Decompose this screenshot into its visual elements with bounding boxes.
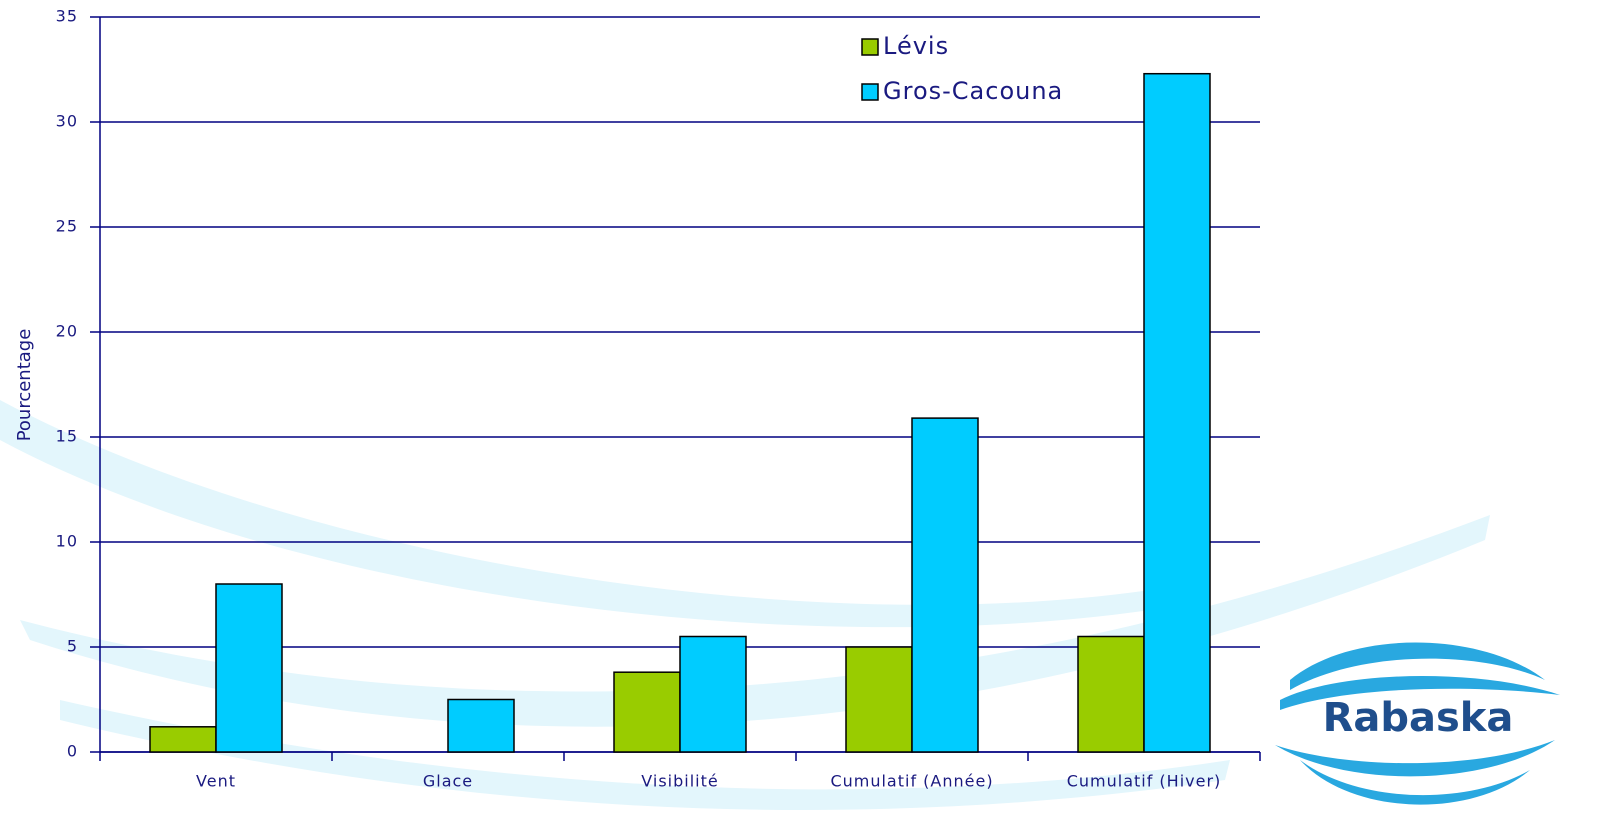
y-tick-label: 30 [56, 112, 78, 131]
bar [845, 646, 913, 753]
legend-label: Gros-Cacouna [883, 77, 1063, 105]
bar [1077, 635, 1145, 753]
y-tick-label: 25 [56, 217, 78, 236]
y-tick-label: 15 [56, 427, 78, 446]
legend-swatch [861, 83, 879, 101]
y-tick-label: 20 [56, 322, 78, 341]
bar [447, 698, 515, 753]
legend-swatch [861, 38, 879, 56]
x-tick-label: Cumulatif (Année) [830, 772, 993, 791]
x-tick-label: Glace [423, 772, 473, 791]
x-tick-label: Vent [196, 772, 236, 791]
y-tick-label: 0 [67, 742, 78, 761]
bar [679, 635, 747, 753]
x-tick-label: Visibilité [641, 772, 718, 791]
y-tick-label: 35 [56, 7, 78, 26]
x-tick-label: Cumulatif (Hiver) [1067, 772, 1222, 791]
y-tick-label: 5 [67, 637, 78, 656]
bar [911, 417, 979, 753]
bar [1143, 72, 1211, 753]
logo: Rabaska [1275, 642, 1560, 805]
bar [215, 583, 283, 753]
y-tick-label: 10 [56, 532, 78, 551]
bar [613, 671, 681, 753]
y-axis-title: Pourcentage [14, 329, 35, 442]
bar [149, 726, 217, 753]
legend-label: Lévis [883, 32, 949, 60]
logo-text: Rabaska [1323, 695, 1514, 741]
